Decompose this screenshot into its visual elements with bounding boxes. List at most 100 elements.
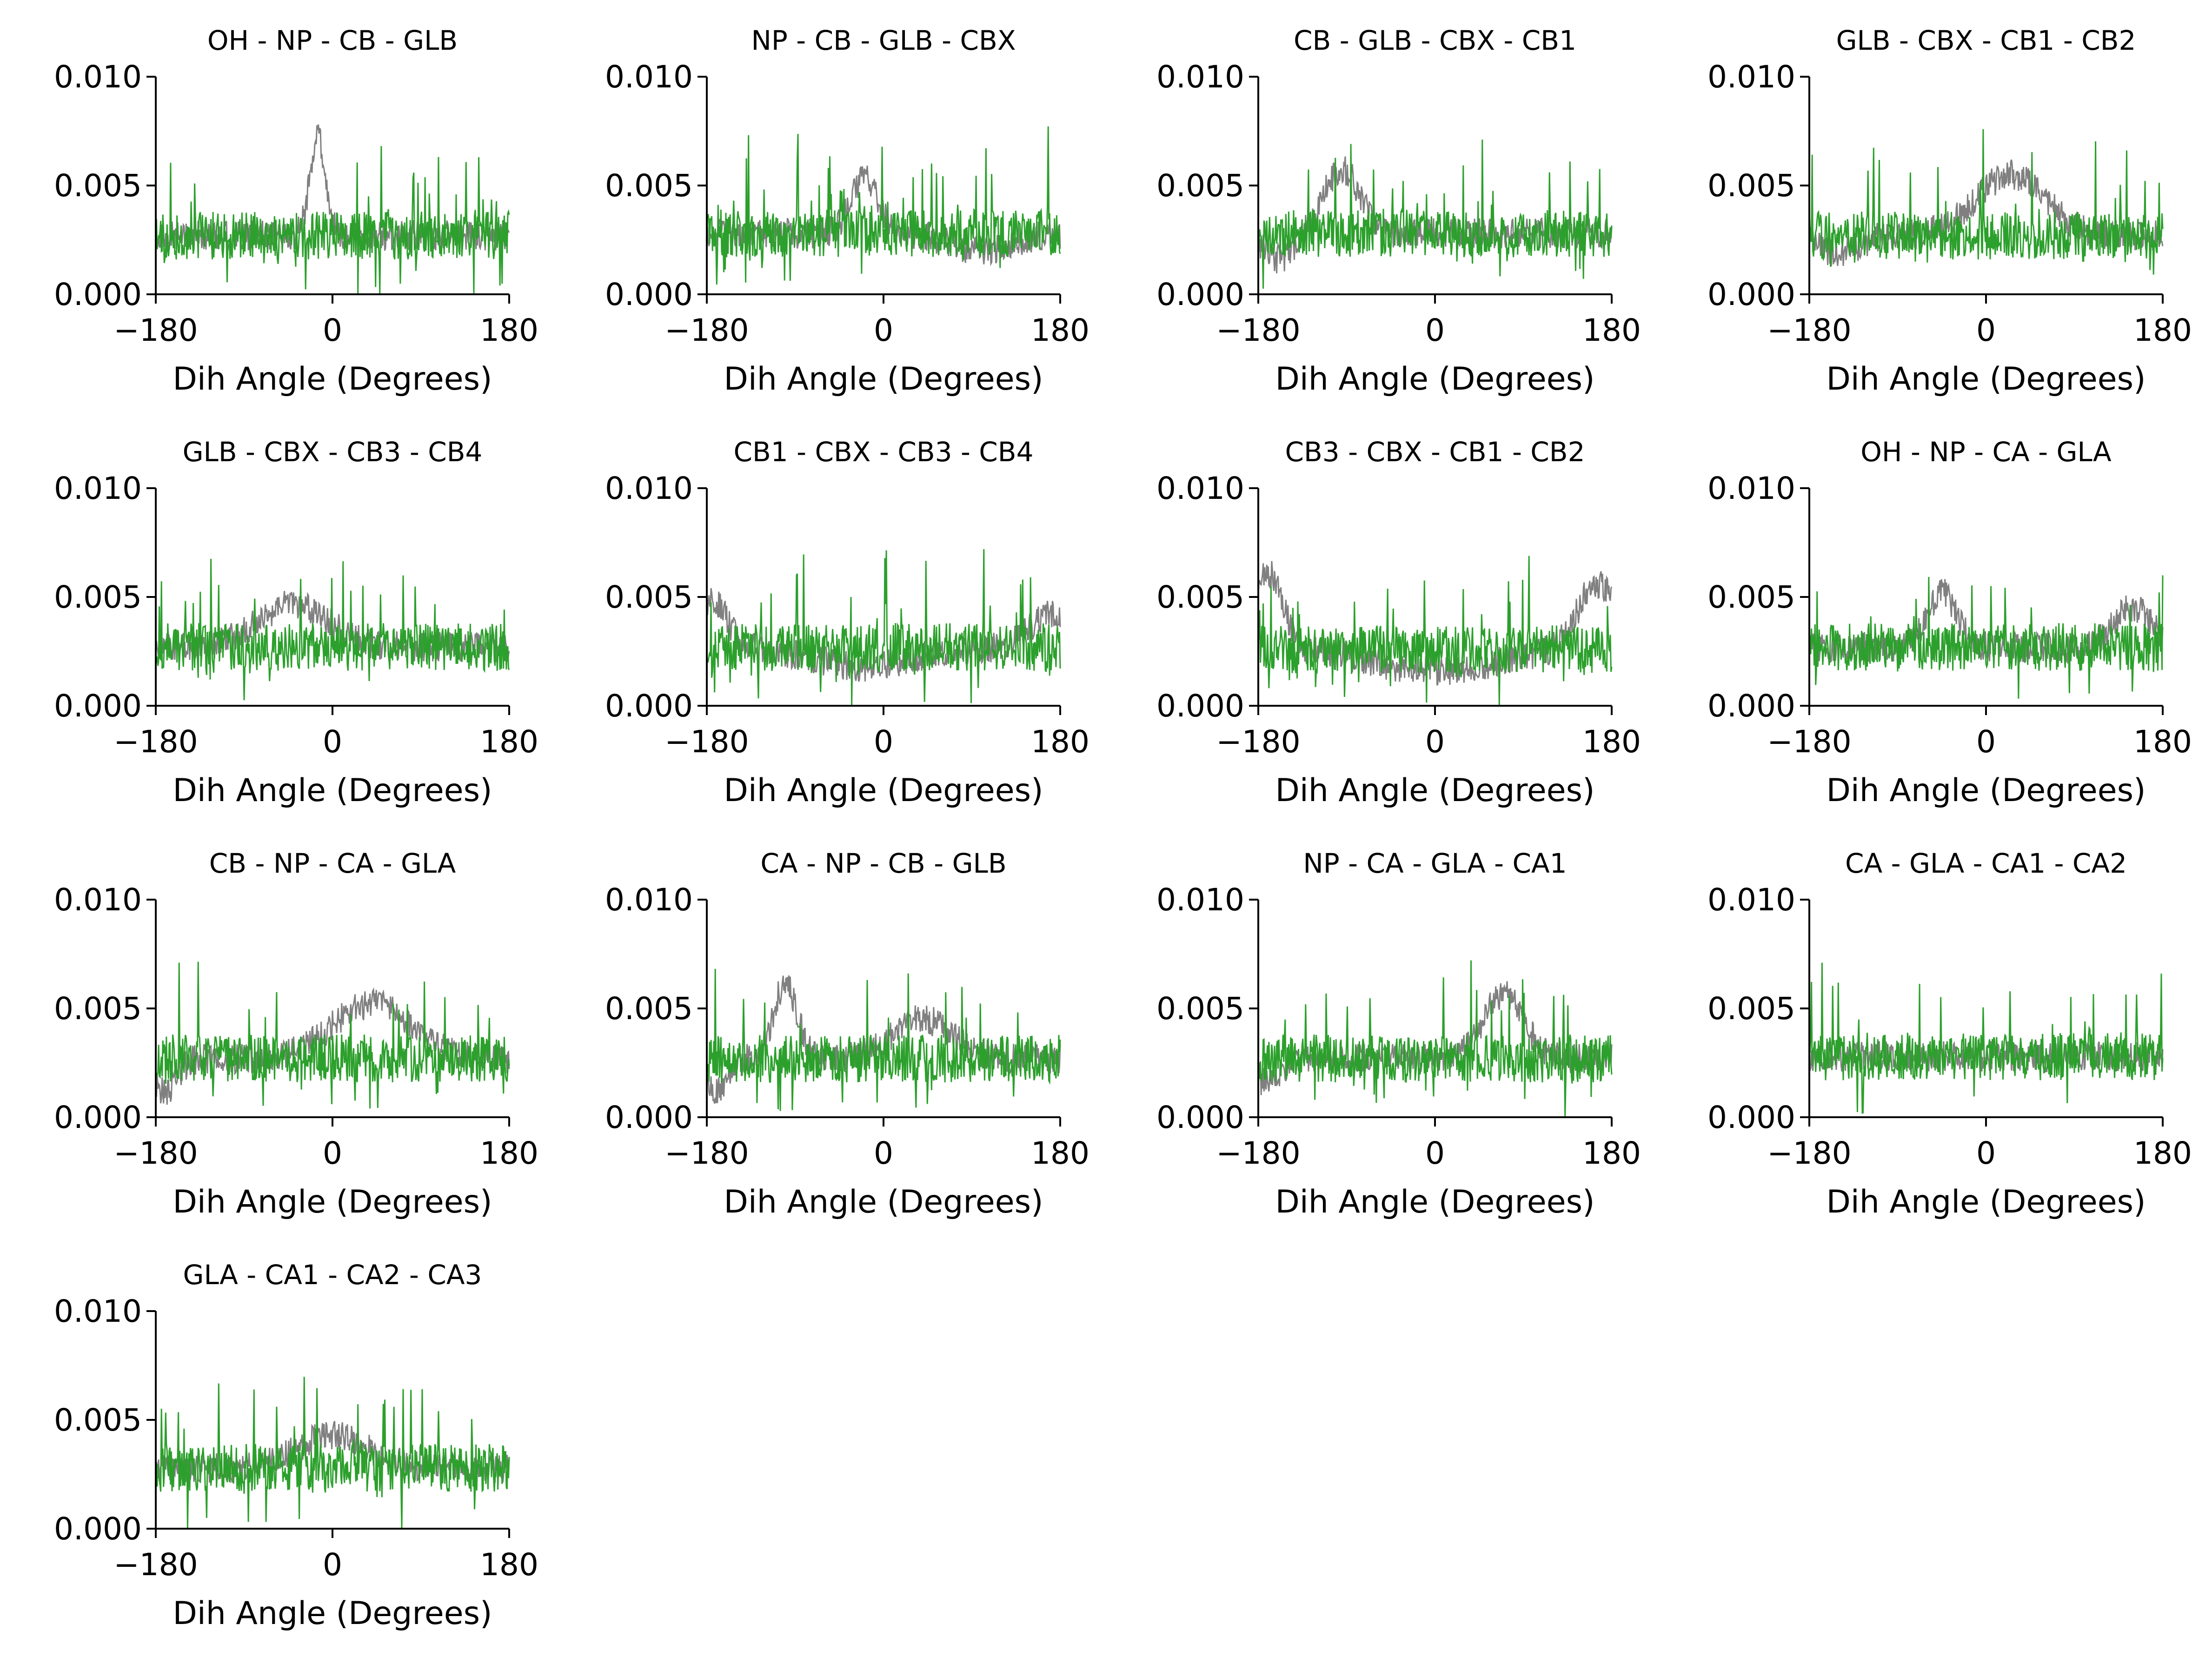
subplot-title: CB1 - CBX - CB3 - CB4 xyxy=(734,436,1034,468)
subplot-title: CB - GLB - CBX - CB1 xyxy=(1294,25,1576,56)
y-tick-label: 0.005 xyxy=(605,579,693,615)
x-tick-label: 0 xyxy=(323,1135,342,1171)
series-line-model xyxy=(155,146,510,295)
x-tick-label: 0 xyxy=(874,312,893,348)
x-tick-label: −180 xyxy=(664,1135,749,1171)
y-tick-label: 0.000 xyxy=(1707,688,1795,724)
x-tick-label: 180 xyxy=(480,312,538,348)
x-tick-label: −180 xyxy=(113,1135,198,1171)
y-tick-label: 0.010 xyxy=(1707,882,1795,918)
y-tick-label: 0.005 xyxy=(605,991,693,1027)
x-tick-label: −180 xyxy=(664,312,749,348)
subplot-9: CB - NP - CA - GLA 0.000 0.005 0.010 −180 0 18… xyxy=(54,848,538,1220)
y-tick-label: 0.000 xyxy=(1156,1100,1244,1135)
series-line-model xyxy=(155,558,510,701)
series-line-model xyxy=(706,549,1061,706)
y-tick-label: 0.010 xyxy=(605,882,693,918)
x-tick-label: 180 xyxy=(2133,724,2192,760)
y-tick-label: 0.005 xyxy=(1156,991,1244,1027)
subplot-title: CB3 - CBX - CB1 - CB2 xyxy=(1285,436,1585,468)
subplot-8: OH - NP - CA - GLA 0.000 0.005 0.010 −180 0 18… xyxy=(1707,436,2192,809)
series-line-model xyxy=(1808,962,2164,1114)
x-tick-label: 0 xyxy=(1425,1135,1445,1171)
x-tick-label: 0 xyxy=(874,1135,893,1171)
x-axis-label: Dih Angle (Degrees) xyxy=(173,772,492,809)
y-tick-label: 0.005 xyxy=(54,1402,142,1438)
y-tick-label: 0.000 xyxy=(605,688,693,724)
subplot-7: CB3 - CBX - CB1 - CB2 0.000 0.005 0.010 −180… xyxy=(1156,436,1641,809)
subplot-10: CA - NP - CB - GLB 0.000 0.005 0.010 −180 0 18… xyxy=(605,848,1089,1220)
subplot-title: OH - NP - CB - GLB xyxy=(207,25,458,56)
x-axis-label: Dih Angle (Degrees) xyxy=(724,772,1043,809)
subplot-title: NP - CA - GLA - CA1 xyxy=(1303,848,1567,879)
y-tick-label: 0.010 xyxy=(54,59,142,95)
x-tick-label: 180 xyxy=(1582,724,1641,760)
x-axis-label: Dih Angle (Degrees) xyxy=(1826,361,2146,398)
x-axis-label: Dih Angle (Degrees) xyxy=(173,1595,492,1632)
subplot-2: NP - CB - GLB - CBX 0.000 0.005 0.010 −180 0 1… xyxy=(605,25,1089,398)
x-tick-label: 0 xyxy=(323,312,342,348)
x-tick-label: 180 xyxy=(2133,312,2192,348)
y-tick-label: 0.010 xyxy=(1156,59,1244,95)
subplot-13: GLA - CA1 - CA2 - CA3 0.000 0.005 0.010 −180… xyxy=(54,1259,538,1632)
y-tick-label: 0.005 xyxy=(1156,168,1244,204)
y-tick-label: 0.010 xyxy=(1156,882,1244,918)
x-tick-label: 0 xyxy=(874,724,893,760)
y-tick-label: 0.005 xyxy=(54,991,142,1027)
subplot-3: CB - GLB - CBX - CB1 0.000 0.005 0.010 −180 0… xyxy=(1156,25,1641,398)
x-tick-label: 180 xyxy=(2133,1135,2192,1171)
x-tick-label: −180 xyxy=(1216,1135,1300,1171)
y-tick-label: 0.000 xyxy=(54,688,142,724)
subplot-grid: OH - NP - CB - GLB 0.000 0.005 0.010 −180 0 18… xyxy=(54,25,2192,1632)
x-axis-label: Dih Angle (Degrees) xyxy=(1275,772,1594,809)
x-axis-label: Dih Angle (Degrees) xyxy=(173,1184,492,1220)
x-tick-label: −180 xyxy=(1767,1135,1851,1171)
y-tick-label: 0.005 xyxy=(54,168,142,204)
y-tick-label: 0.000 xyxy=(605,1100,693,1135)
x-axis-label: Dih Angle (Degrees) xyxy=(724,361,1043,398)
x-tick-label: 0 xyxy=(1976,312,1996,348)
y-tick-label: 0.000 xyxy=(1156,277,1244,312)
subplot-title: GLB - CBX - CB1 - CB2 xyxy=(1836,25,2136,56)
subplot-title: CA - NP - CB - GLB xyxy=(760,848,1006,879)
x-tick-label: 0 xyxy=(323,1547,342,1583)
y-tick-label: 0.000 xyxy=(1707,1100,1795,1135)
series-line-model xyxy=(155,961,510,1109)
series-line-model xyxy=(706,126,1061,285)
x-tick-label: −180 xyxy=(113,724,198,760)
y-tick-label: 0.000 xyxy=(1156,688,1244,724)
x-tick-label: −180 xyxy=(113,1547,198,1583)
x-tick-label: 180 xyxy=(1031,1135,1089,1171)
x-axis-label: Dih Angle (Degrees) xyxy=(1826,772,2146,809)
y-tick-label: 0.000 xyxy=(54,1100,142,1135)
x-tick-label: −180 xyxy=(1216,724,1300,760)
y-tick-label: 0.005 xyxy=(605,168,693,204)
y-tick-label: 0.000 xyxy=(605,277,693,312)
x-tick-label: 180 xyxy=(480,1547,538,1583)
y-tick-label: 0.010 xyxy=(1707,59,1795,95)
series-line-model xyxy=(706,968,1061,1111)
y-tick-label: 0.005 xyxy=(54,579,142,615)
subplot-title: GLA - CA1 - CA2 - CA3 xyxy=(183,1259,482,1291)
x-tick-label: −180 xyxy=(1767,312,1851,348)
x-tick-label: 180 xyxy=(1031,724,1089,760)
subplot-title: GLB - CBX - CB3 - CB4 xyxy=(183,436,483,468)
y-tick-label: 0.005 xyxy=(1707,579,1795,615)
series-line-model xyxy=(1808,575,2164,699)
y-tick-label: 0.010 xyxy=(54,1293,142,1329)
x-tick-label: 0 xyxy=(1976,724,1996,760)
series-line-model xyxy=(155,1377,510,1529)
subplot-1: OH - NP - CB - GLB 0.000 0.005 0.010 −180 0 18… xyxy=(54,25,538,398)
series-line-model xyxy=(1257,960,1613,1118)
x-tick-label: 0 xyxy=(1425,724,1445,760)
y-tick-label: 0.010 xyxy=(605,471,693,506)
x-tick-label: −180 xyxy=(113,312,198,348)
subplot-5: GLB - CBX - CB3 - CB4 0.000 0.005 0.010 −180… xyxy=(54,436,538,809)
x-tick-label: 0 xyxy=(1976,1135,1996,1171)
series-line-model xyxy=(1257,139,1613,289)
subplot-11: NP - CA - GLA - CA1 0.000 0.005 0.010 −180 0 1… xyxy=(1156,848,1641,1220)
subplot-4: GLB - CBX - CB1 - CB2 0.000 0.005 0.010 −180… xyxy=(1707,25,2192,398)
series-line-model xyxy=(1258,556,1613,706)
